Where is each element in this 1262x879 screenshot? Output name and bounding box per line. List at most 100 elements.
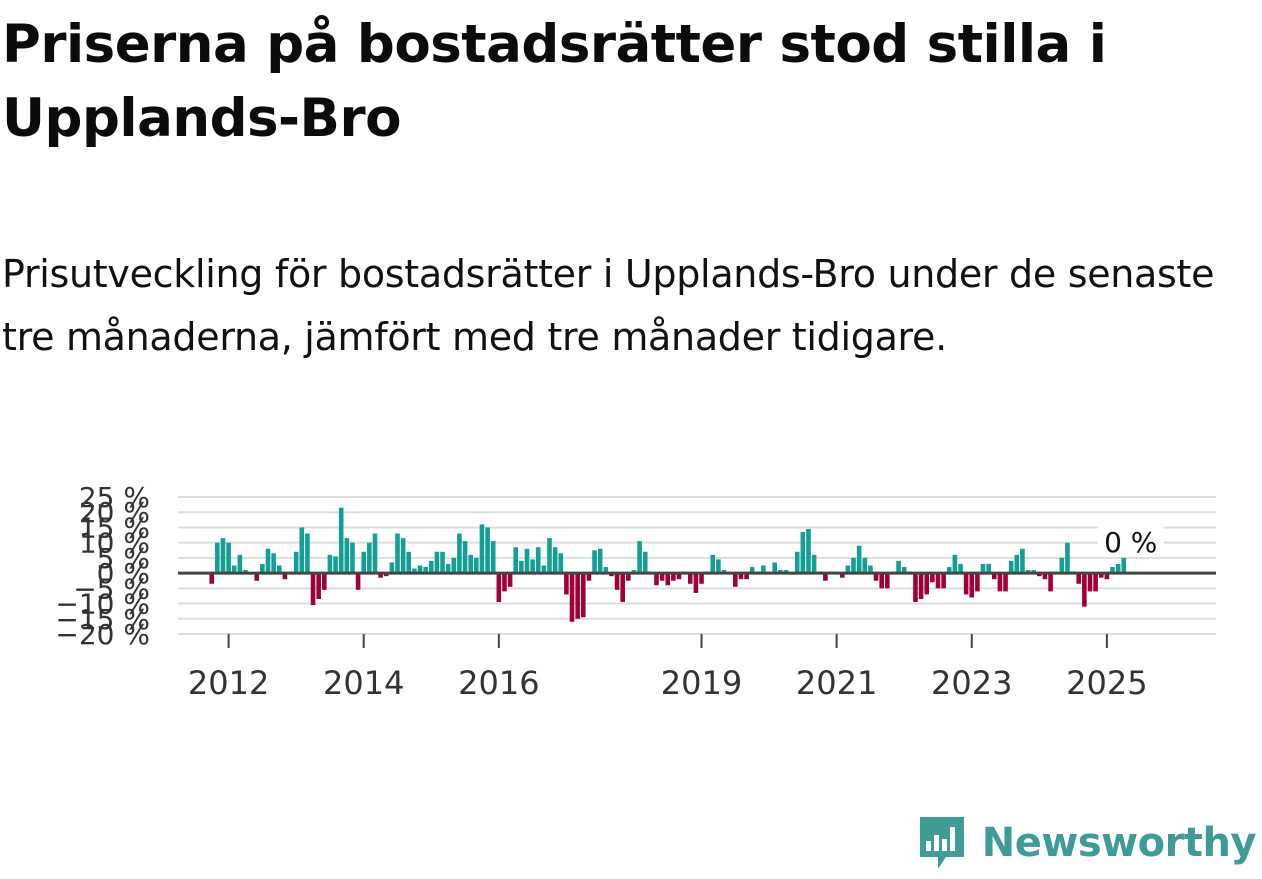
chart-subtitle: Prisutveckling för bostadsrätter i Uppla…	[2, 252, 1215, 359]
bar	[400, 538, 406, 574]
bar	[845, 565, 851, 574]
bar	[423, 567, 428, 574]
x-tick-label: 2012	[188, 664, 269, 702]
bar	[209, 573, 215, 584]
bar	[1104, 573, 1110, 580]
bar	[1115, 563, 1121, 574]
bar	[406, 551, 412, 574]
bars	[209, 507, 1127, 622]
bar	[721, 570, 727, 574]
bar	[761, 565, 766, 574]
brand-footer: Newsworthy	[916, 813, 1257, 873]
bar	[800, 532, 806, 574]
bar	[462, 541, 468, 574]
y-tick-label: 10 %	[79, 527, 150, 560]
x-tick-label: 2016	[458, 664, 539, 702]
bar	[367, 542, 372, 574]
bar	[693, 573, 699, 593]
bar	[642, 551, 648, 574]
bar	[620, 573, 625, 603]
page-title: Priserna på bostadsrätter stod stilla i …	[2, 14, 1107, 149]
x-tick-label: 2023	[931, 664, 1012, 702]
bar	[530, 559, 535, 574]
bar	[873, 573, 879, 581]
y-tick-label: 25 %	[79, 481, 150, 514]
bar	[395, 533, 400, 574]
bar	[254, 573, 260, 581]
bar	[1048, 573, 1053, 592]
bar	[412, 568, 417, 574]
x-tick-label: 2014	[323, 664, 404, 702]
brand-name: Newsworthy	[981, 820, 1257, 866]
bar	[344, 538, 350, 574]
bar	[1065, 542, 1070, 574]
bar	[716, 559, 721, 574]
bar	[237, 554, 243, 574]
bar	[564, 573, 569, 595]
bar	[862, 557, 868, 574]
bar	[276, 565, 282, 574]
bar	[474, 557, 479, 574]
bar	[338, 507, 344, 574]
y-tick-label: −20 %	[55, 618, 150, 651]
bar	[569, 573, 575, 622]
bar	[1037, 573, 1042, 577]
last-value-background	[1097, 522, 1164, 554]
bar	[316, 573, 321, 599]
bar	[1025, 570, 1031, 574]
bar	[772, 562, 778, 574]
bar	[502, 573, 507, 592]
bar	[1121, 557, 1127, 574]
bar	[671, 573, 676, 581]
bar	[468, 554, 473, 574]
bar	[839, 573, 845, 578]
bar	[851, 557, 856, 574]
bar	[1031, 570, 1036, 574]
last-value-label: 0 %	[1104, 526, 1157, 559]
bar	[687, 573, 693, 584]
bar	[417, 565, 423, 574]
bar	[243, 570, 248, 574]
bar	[260, 563, 265, 574]
bar	[1087, 573, 1093, 592]
bar	[778, 570, 783, 574]
bar	[654, 573, 659, 586]
bar	[1098, 573, 1104, 578]
bar	[552, 547, 558, 574]
bar	[305, 533, 310, 574]
bar	[1020, 548, 1025, 574]
bar	[744, 573, 749, 580]
bar	[513, 547, 519, 574]
bar	[963, 573, 969, 595]
bar	[507, 573, 513, 587]
bar	[310, 573, 316, 606]
bar	[1082, 573, 1087, 607]
bar	[597, 548, 603, 574]
bar	[665, 573, 671, 586]
bar	[1093, 573, 1098, 592]
bar	[935, 573, 941, 589]
bar	[535, 547, 541, 574]
bar	[519, 560, 524, 574]
bar	[1110, 567, 1115, 574]
bar	[1042, 573, 1048, 580]
bar	[1008, 560, 1014, 574]
bar	[575, 573, 580, 619]
bar	[631, 570, 637, 574]
bar	[586, 573, 592, 581]
x-tick-label: 2025	[1066, 664, 1147, 702]
bar	[282, 573, 288, 580]
bar	[823, 573, 828, 581]
bar	[215, 542, 220, 574]
bar	[271, 553, 276, 574]
bar	[541, 565, 547, 574]
bar	[496, 573, 502, 603]
bar	[930, 573, 935, 583]
bar-chart: −20 %−15 %−10 %−5 %0 %5 %10 %15 %20 %25 …	[55, 481, 1216, 702]
bar	[333, 556, 338, 574]
bar	[372, 533, 378, 574]
bar	[733, 573, 738, 587]
bar	[879, 573, 884, 589]
bar	[440, 551, 445, 574]
bar	[361, 551, 367, 574]
